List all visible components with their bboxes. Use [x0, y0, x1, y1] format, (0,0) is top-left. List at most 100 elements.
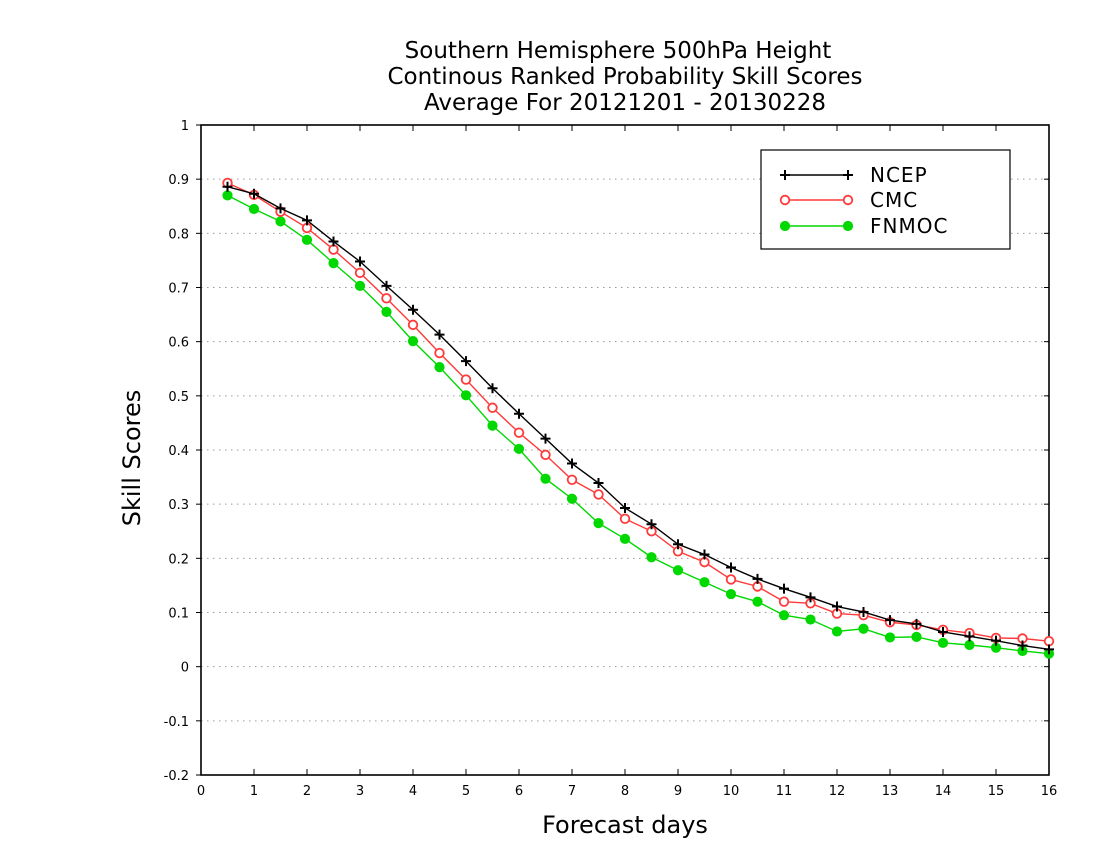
y-tick-label: 0: [181, 661, 189, 676]
data-point: [248, 203, 260, 215]
data-point: [354, 267, 366, 279]
data-point: [513, 443, 525, 455]
legend-label: FNMOC: [870, 214, 948, 238]
data-point: [434, 329, 445, 340]
y-tick-label: 0.2: [168, 552, 189, 567]
data-point: [885, 615, 895, 626]
legend-marker: [843, 170, 853, 180]
x-tick-label: 14: [935, 784, 952, 799]
data-point: [672, 565, 684, 576]
data-point: [832, 601, 842, 612]
y-tick-label: 0.6: [168, 336, 189, 351]
x-tick-label: 16: [1041, 784, 1058, 799]
data-point: [805, 614, 816, 625]
y-tick-label: 0.7: [168, 282, 189, 297]
data-point: [434, 362, 445, 373]
x-tick-label: 8: [621, 784, 629, 799]
data-point: [991, 635, 1001, 646]
data-point: [805, 592, 816, 603]
data-point: [884, 632, 896, 643]
x-tick-label: 0: [197, 784, 205, 799]
legend-marker: [780, 170, 790, 180]
legend-label: NCEP: [870, 163, 928, 187]
data-point: [593, 478, 604, 489]
data-point: [646, 552, 657, 563]
y-tick-label: -0.2: [164, 769, 189, 784]
series-layer: [222, 177, 1055, 659]
x-tick-label: 3: [356, 784, 364, 799]
x-tick-label: 1: [250, 784, 258, 799]
data-point: [566, 474, 578, 485]
x-tick-label: 10: [723, 784, 740, 799]
data-point: [593, 518, 604, 529]
legend-item: CMC: [779, 188, 918, 212]
x-tick-label: 12: [829, 784, 846, 799]
legend-label: CMC: [870, 188, 918, 212]
x-tick-label: 5: [462, 784, 470, 799]
x-tick-label: 15: [988, 784, 1005, 799]
data-point: [407, 336, 419, 347]
data-point: [328, 258, 339, 269]
data-point: [460, 390, 472, 401]
y-tick-label: 0.4: [168, 444, 189, 459]
x-tick-label: 4: [409, 784, 417, 799]
data-point: [540, 473, 551, 484]
data-point: [302, 215, 312, 226]
x-axis-label: Forecast days: [542, 811, 708, 839]
y-tick-label: 0.1: [168, 607, 189, 622]
data-point: [593, 489, 604, 500]
x-tick-label: 7: [568, 784, 576, 799]
legend-item: FNMOC: [779, 214, 948, 238]
series-line: [227, 186, 1050, 651]
data-point: [858, 606, 869, 617]
data-point: [514, 408, 524, 419]
data-point: [461, 356, 471, 367]
grid-lines: [201, 178, 1049, 722]
data-point: [1043, 636, 1055, 647]
data-point: [778, 610, 790, 621]
y-axis: -0.2 -0.1 0 0.1 0.2 0.3 0.4 0.5 0.6 0.7 0.8 0.9 1: [164, 119, 1049, 784]
legend-marker: [842, 194, 854, 206]
data-point: [831, 626, 843, 637]
data-point: [249, 188, 259, 199]
legend-marker: [842, 220, 854, 232]
data-point: [699, 577, 710, 588]
data-point: [275, 216, 286, 227]
x-tick-label: 13: [882, 784, 899, 799]
x-tick-label: 9: [674, 784, 682, 799]
data-point: [434, 347, 445, 359]
data-point: [752, 573, 763, 584]
series-ncep: [222, 181, 1054, 655]
data-point: [407, 319, 419, 331]
legend-item: NCEP: [780, 163, 928, 187]
data-point: [354, 280, 366, 291]
data-point: [487, 420, 498, 431]
data-point: [964, 639, 975, 651]
data-point: [222, 181, 233, 192]
data-point: [779, 583, 789, 594]
legend-marker: [779, 220, 791, 232]
data-point: [328, 236, 339, 247]
data-point: [1044, 644, 1054, 655]
data-point: [408, 304, 418, 315]
x-tick-label: 2: [303, 784, 311, 799]
y-tick-label: 1: [181, 119, 189, 134]
chart-title: Southern Hemisphere 500hPa Height Contin…: [387, 38, 862, 116]
chart-title-line-2: Continous Ranked Probability Skill Score…: [387, 64, 862, 90]
data-point: [778, 596, 790, 607]
data-point: [328, 244, 339, 255]
legend-marker: [779, 194, 791, 206]
y-tick-label: 0.5: [168, 390, 189, 405]
data-point: [355, 256, 365, 267]
y-tick-label: 0.8: [168, 227, 189, 242]
data-point: [487, 402, 498, 413]
data-point: [222, 190, 233, 201]
y-tick-label: -0.1: [164, 715, 189, 730]
data-point: [381, 280, 392, 291]
data-point: [620, 502, 630, 513]
data-point: [938, 627, 948, 637]
x-tick-label: 11: [776, 784, 793, 799]
